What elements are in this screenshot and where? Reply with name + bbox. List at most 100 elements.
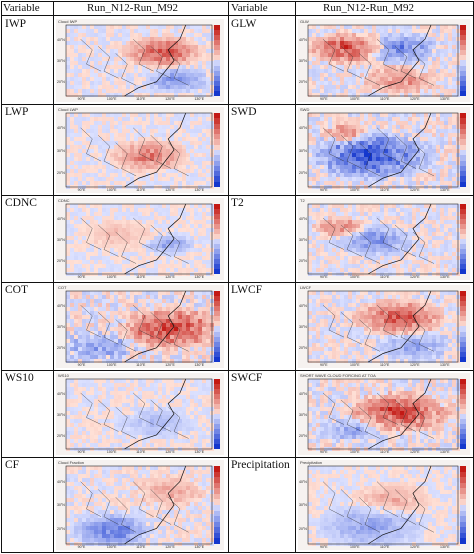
variable-label-t2: T2 [231, 197, 244, 209]
longitude-label: 90°E [77, 545, 86, 549]
map-field [65, 24, 214, 97]
latitude-label: 30°N [299, 503, 307, 508]
latitude-label: 40°N [299, 391, 307, 396]
longitude-label: 130°E [440, 450, 450, 454]
latitude-label: 40°N [299, 480, 307, 485]
map-title: SHORT WAVE CLOUD FORCING AT TOA [300, 373, 376, 378]
latitude-label: 30°N [57, 503, 65, 508]
longitude-label: 110°E [380, 450, 390, 454]
latitude-label: 40°N [299, 216, 307, 221]
longitude-label: 100°E [106, 450, 117, 454]
map-title: Precipitation [300, 460, 323, 465]
map-panel-lwcf: LWCF 40°N 30°N 20°N 90°E 100°E 110°E 120°E 130°E [298, 285, 470, 368]
header-title-left: Run_N12-Run_M92 [87, 2, 179, 14]
row-divider [1, 370, 473, 371]
variable-label-cot: COT [5, 284, 28, 296]
map-panel-ws10: WS10 40°N 30°N 20°N 90°E 100°E 110°E 120°E 130°E [56, 373, 224, 455]
longitude-label: 100°E [350, 188, 360, 192]
longitude-label: 130°E [440, 545, 450, 549]
map-title: GLW [300, 19, 309, 24]
latitude-label: 30°N [57, 59, 65, 64]
latitude-label: 40°N [57, 391, 65, 396]
longitude-label: 130°E [194, 363, 205, 367]
latitude-label: 30°N [57, 325, 65, 330]
longitude-label: 90°E [77, 97, 86, 101]
latitude-label: 40°N [299, 303, 307, 308]
row-divider [1, 282, 473, 283]
variable-label-iwp: IWP [5, 18, 27, 30]
header-variable-right: Variable [231, 2, 268, 14]
map-title: Cloud Fraction [58, 460, 85, 465]
longitude-label: 90°E [77, 450, 86, 454]
longitude-label: 110°E [136, 97, 146, 101]
header-divider [1, 15, 473, 16]
longitude-label: 120°E [410, 450, 420, 454]
header-title-right: Run_N12-Run_M92 [323, 2, 415, 14]
longitude-label: 90°E [320, 363, 328, 367]
map-panel-precipitation: Precipitation 40°N 30°N 20°N 90°E 100°E 110°E 1… [298, 460, 470, 550]
latitude-label: 40°N [57, 37, 65, 42]
colorbar [214, 25, 220, 96]
longitude-label: 120°E [165, 363, 175, 367]
latitude-label: 20°N [57, 258, 65, 263]
latitude-label: 20°N [57, 433, 65, 438]
longitude-label: 130°E [440, 97, 450, 101]
map-field [65, 290, 214, 363]
longitude-label: 120°E [165, 188, 175, 192]
map-title: Cloud IWP [58, 19, 78, 24]
latitude-label: 30°N [57, 412, 65, 417]
longitude-label: 120°E [410, 97, 420, 101]
latitude-label: 30°N [299, 412, 307, 417]
longitude-label: 130°E [440, 363, 450, 367]
map-title: CDNC [58, 198, 70, 203]
colorbar [460, 466, 466, 544]
map-field [65, 112, 214, 189]
colorbar [214, 291, 220, 362]
map-title: T2 [300, 198, 305, 203]
longitude-label: 100°E [106, 188, 117, 192]
row-divider [1, 457, 473, 458]
variable-label-cf: CF [5, 459, 20, 471]
colorbar [214, 204, 220, 274]
latitude-label: 30°N [299, 325, 307, 330]
latitude-label: 30°N [299, 59, 307, 64]
table-border-top [1, 1, 473, 2]
colorbar [460, 291, 466, 362]
map-panel-lwp: Cloud LWP 40°N 30°N 20°N 90°E 100°E 110°E 120°E… [56, 107, 224, 193]
colorbar [460, 25, 466, 96]
colorbar [460, 204, 466, 274]
variable-label-glw: GLW [231, 18, 257, 30]
longitude-label: 110°E [380, 188, 390, 192]
colorbar [460, 113, 466, 187]
row-divider [1, 195, 473, 196]
map-field [65, 465, 214, 546]
map-title: SWD [300, 107, 310, 112]
latitude-label: 20°N [57, 346, 65, 351]
colorbar [214, 379, 220, 449]
longitude-label: 110°E [136, 188, 146, 192]
longitude-label: 100°E [350, 275, 360, 279]
longitude-label: 120°E [165, 275, 175, 279]
map-panel-swd: SWD 40°N 30°N 20°N 90°E 100°E 110°E 120°E 130°E [298, 107, 470, 193]
variable-label-ws10: WS10 [5, 372, 34, 384]
longitude-label: 120°E [165, 545, 175, 549]
map-panel-cdnc: CDNC 40°N 30°N 20°N 90°E 100°E 110°E 120°E 130°E [56, 198, 224, 280]
latitude-label: 20°N [299, 80, 307, 85]
longitude-label: 130°E [440, 275, 450, 279]
column-divider [295, 1, 296, 553]
column-divider [53, 1, 54, 553]
variable-label-precipitation: Precipitation [231, 459, 290, 471]
variable-label-lwcf: LWCF [231, 284, 263, 296]
latitude-label: 20°N [299, 258, 307, 263]
map-title: COT [58, 285, 67, 290]
map-field [65, 378, 214, 451]
longitude-label: 130°E [194, 275, 205, 279]
latitude-label: 30°N [57, 237, 65, 242]
map-field [307, 112, 460, 189]
map-field [65, 203, 214, 276]
longitude-label: 110°E [136, 275, 146, 279]
map-field [307, 24, 460, 97]
longitude-label: 100°E [350, 363, 360, 367]
latitude-label: 40°N [299, 37, 307, 42]
